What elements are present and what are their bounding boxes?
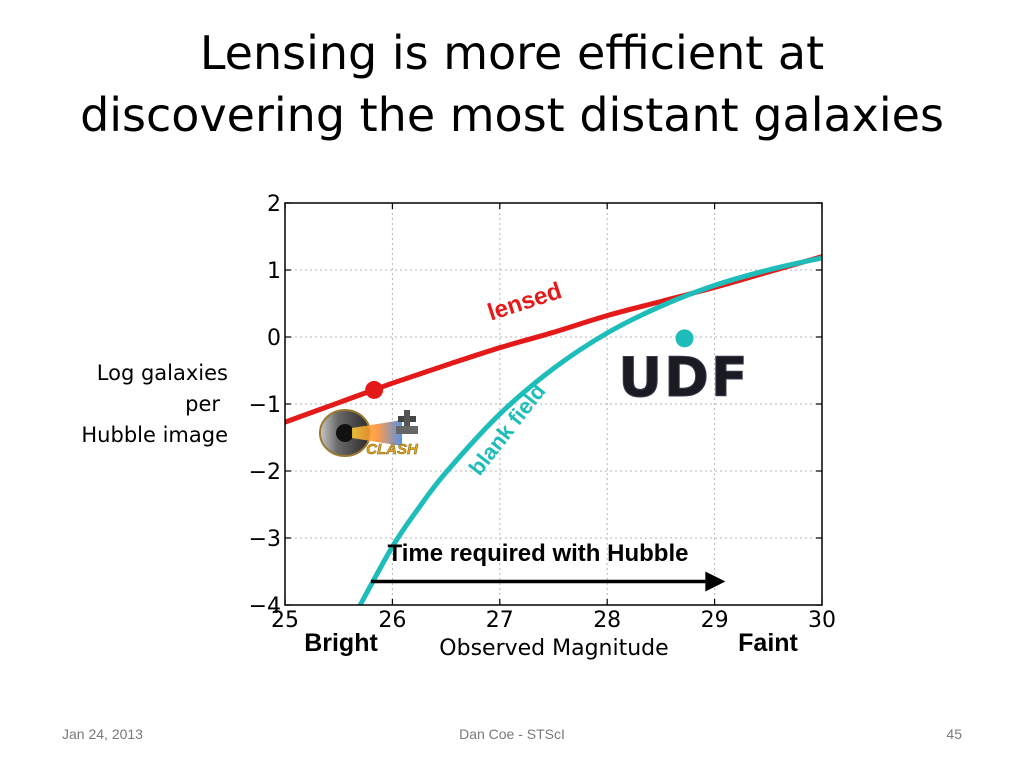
x-tick-label: 25	[271, 608, 299, 633]
blank-field-label: blank field	[464, 379, 551, 480]
title-line-2: discovering the most distant galaxies	[80, 88, 944, 142]
y-tick-label: 0	[267, 326, 281, 351]
y-tick-label: −2	[249, 460, 281, 485]
footer-date: Jan 24, 2013	[62, 726, 143, 742]
arrow-label: Time required with Hubble	[388, 540, 689, 567]
x-tick-label: 26	[378, 608, 406, 633]
page-number: 45	[946, 726, 962, 742]
bright-label: Bright	[304, 629, 378, 657]
clash-logo-text: CLASH	[366, 441, 419, 458]
data-point-clash	[365, 380, 384, 399]
x-tick-label: 28	[593, 608, 621, 633]
lensed-label: lensed	[484, 277, 565, 326]
faint-label: Faint	[738, 629, 798, 657]
x-tick-label: 29	[701, 608, 729, 633]
data-point-udf	[675, 329, 694, 348]
footer-author: Dan Coe - STScI	[459, 726, 565, 742]
y-axis-label-line-2: per	[185, 392, 220, 416]
tick-labels: 25 26 27 28 29 30 2 1 0 −1 −2 −3 −4	[249, 192, 836, 633]
time-arrow	[370, 571, 726, 592]
clash-logo: CLASH	[319, 409, 419, 458]
y-tick-label: 2	[267, 192, 281, 217]
y-tick-label: −1	[249, 393, 281, 418]
udf-logo: UDF	[618, 346, 750, 410]
title-line-1: Lensing is more efficient at	[199, 26, 825, 80]
series-line-blank-field	[357, 255, 822, 605]
x-tick-label: 30	[808, 608, 836, 633]
y-tick-label: 1	[267, 259, 281, 284]
y-axis-label-line-1: Log galaxies	[96, 361, 228, 385]
slide-title: Lensing is more efficient at discovering…	[0, 22, 1024, 146]
tick-marks	[284, 202, 823, 606]
x-axis-label: Observed Magnitude	[439, 636, 668, 661]
y-axis-label-line-3: Hubble image	[81, 423, 228, 447]
x-tick-label: 27	[486, 608, 514, 633]
udf-logo-text: UDF	[618, 346, 750, 409]
y-tick-label: −4	[249, 594, 281, 619]
y-tick-label: −3	[249, 527, 281, 552]
y-axis-label: Log galaxies per Hubble image	[40, 358, 228, 451]
